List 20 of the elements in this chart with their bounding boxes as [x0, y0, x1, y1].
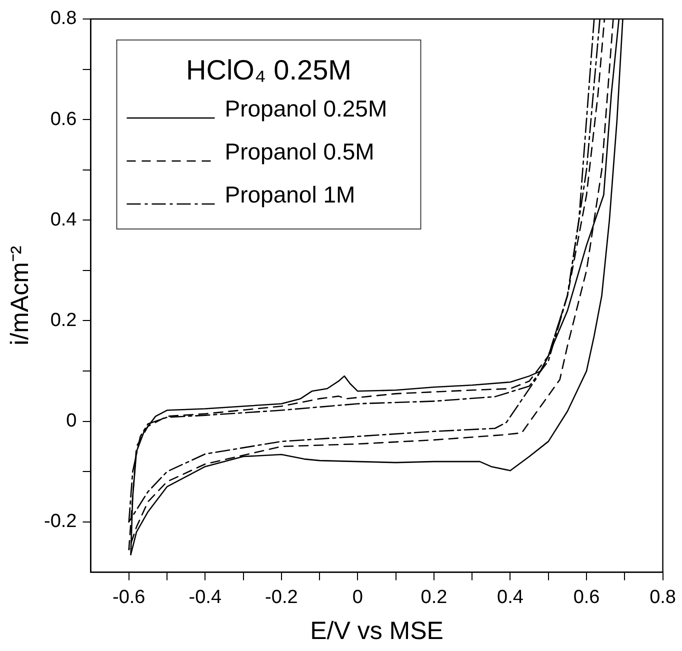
y-tick-label: 0.4: [50, 209, 78, 230]
legend-label: Propanol 0.25M: [224, 95, 388, 122]
y-axis-title: i/mAcm⁻²: [6, 246, 34, 346]
x-tick-label: -0.4: [188, 586, 222, 608]
y-tick-label: 0.6: [50, 108, 77, 130]
y-tick-label: 0.2: [50, 310, 77, 331]
x-tick-label: 0.4: [497, 586, 524, 608]
x-tick-label: 0.2: [420, 586, 448, 608]
x-tick-label: 0.6: [573, 586, 600, 608]
y-tick-label: -0.2: [44, 511, 77, 532]
y-tick-label: 0: [66, 410, 77, 432]
x-tick-label: 0.8: [650, 586, 676, 608]
x-tick-label: 0: [352, 586, 363, 608]
legend-title: HClO₄ 0.25M: [186, 54, 352, 86]
legend-label: Propanol 0.5M: [224, 138, 374, 164]
x-tick-label: -0.2: [265, 586, 298, 608]
x-tick-label: -0.6: [112, 586, 146, 608]
x-axis-title: E/V vs MSE: [310, 616, 444, 645]
legend-label: Propanol 1M: [224, 181, 356, 208]
y-tick-label: 0.8: [50, 8, 77, 30]
